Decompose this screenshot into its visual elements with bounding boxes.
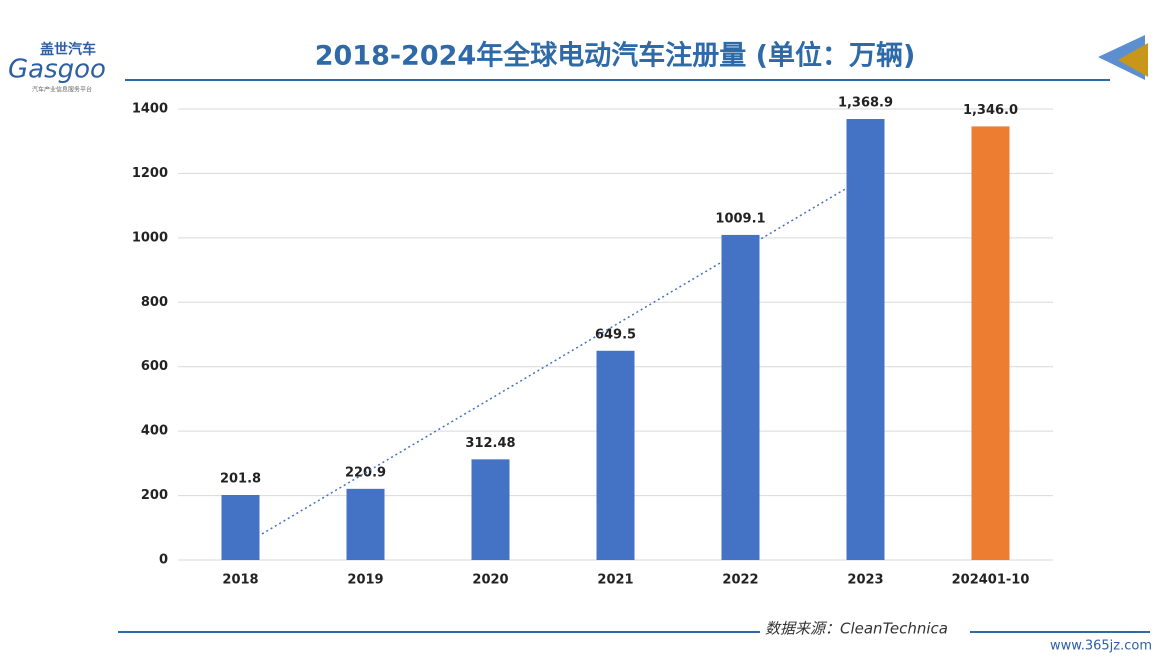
bar	[471, 459, 510, 560]
chart-title: 2018-2024年全球电动汽车注册量 (单位：万辆)	[315, 40, 916, 72]
data-label: 1,346.0	[963, 103, 1018, 118]
y-tick-label: 800	[141, 295, 168, 310]
x-tick-label: 2018	[222, 573, 258, 588]
data-label: 649.5	[595, 327, 636, 342]
y-tick-label: 400	[141, 424, 168, 439]
data-label: 1009.1	[715, 211, 765, 226]
bar	[221, 494, 260, 560]
logo-tagline: 汽车产业信息服务平台	[32, 86, 92, 94]
bar	[846, 119, 885, 560]
x-tick-label: 202401-10	[952, 573, 1030, 588]
logo-brand: 盖世汽车	[40, 41, 96, 58]
x-tick-label: 2020	[472, 573, 508, 588]
data-label: 1,368.9	[838, 96, 893, 111]
data-label: 312.48	[465, 436, 515, 451]
logo-name: Gasgoo	[8, 55, 106, 85]
y-tick-label: 1200	[132, 166, 168, 181]
arrow-decoration	[1098, 35, 1145, 80]
y-tick-label: 1400	[132, 102, 168, 117]
x-tick-label: 2019	[347, 573, 383, 588]
trendline	[240, 176, 866, 548]
y-tick-label: 600	[141, 359, 168, 374]
bar	[346, 488, 385, 560]
source: 数据来源：CleanTechnica	[765, 620, 948, 638]
arrow-decoration	[1118, 43, 1148, 77]
x-tick-label: 2022	[722, 573, 758, 588]
footer-url: www.365jz.com	[1050, 639, 1152, 654]
bar	[971, 126, 1010, 560]
x-tick-label: 2023	[847, 573, 883, 588]
y-tick-label: 200	[141, 488, 168, 503]
bar	[596, 350, 635, 560]
data-label: 201.8	[220, 471, 261, 486]
y-tick-label: 0	[159, 553, 168, 568]
bar	[721, 234, 760, 560]
y-tick-label: 1000	[132, 230, 168, 245]
x-tick-label: 2021	[597, 573, 633, 588]
